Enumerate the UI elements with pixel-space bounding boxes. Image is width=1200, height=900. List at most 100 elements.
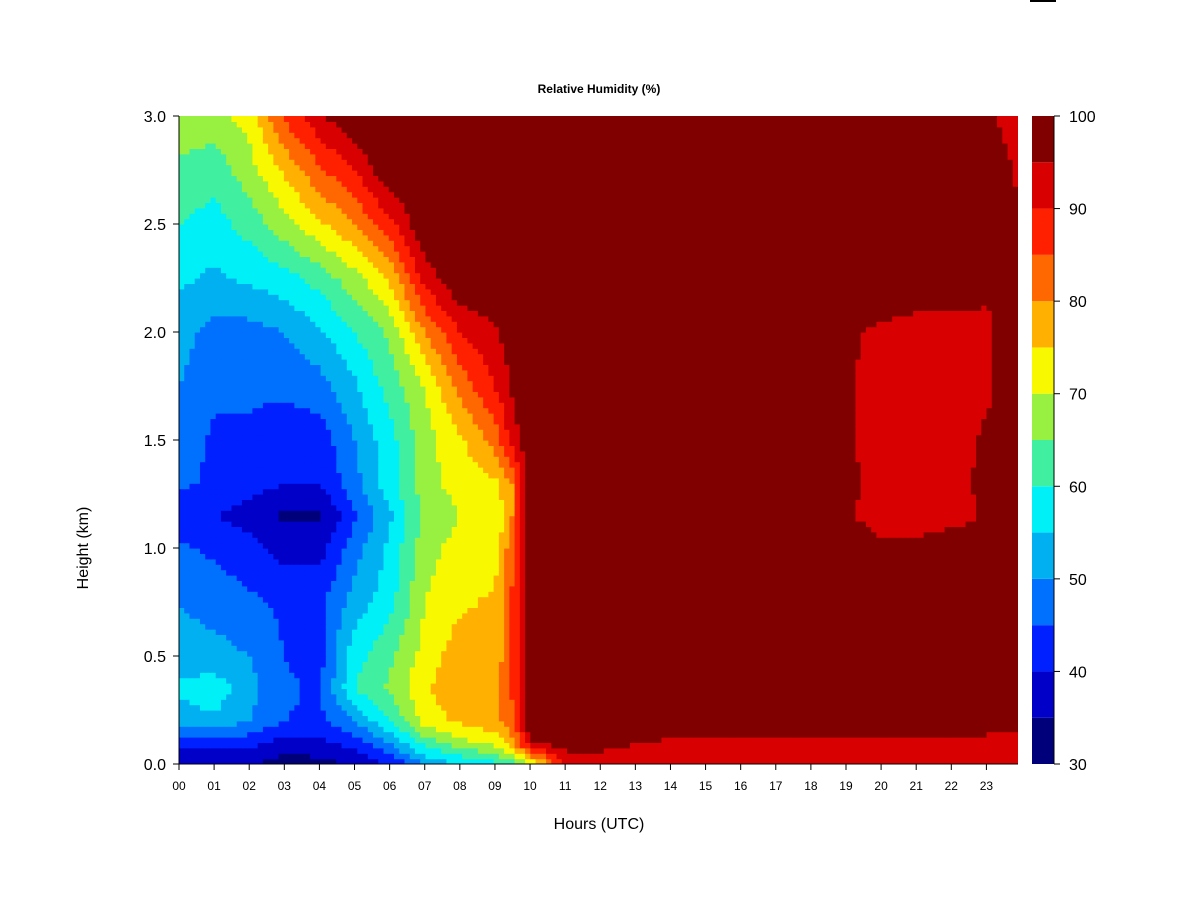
heatmap-cell bbox=[834, 661, 841, 668]
heatmap-cell bbox=[556, 758, 563, 764]
heatmap-cell bbox=[220, 591, 227, 598]
heatmap-cell bbox=[928, 656, 935, 662]
heatmap-cell bbox=[477, 634, 484, 641]
heatmap-cell bbox=[530, 699, 537, 706]
heatmap-cell bbox=[619, 753, 626, 760]
heatmap-cell bbox=[629, 672, 636, 679]
heatmap-cell bbox=[577, 661, 584, 668]
heatmap-cell bbox=[320, 656, 327, 662]
heatmap-cell bbox=[682, 753, 689, 760]
heatmap-cell bbox=[231, 645, 238, 652]
heatmap-cell bbox=[976, 645, 982, 652]
heatmap-cell bbox=[881, 677, 888, 684]
heatmap-cell bbox=[839, 607, 846, 614]
heatmap-cell bbox=[414, 683, 421, 689]
heatmap-cell bbox=[1007, 742, 1014, 749]
heatmap-cell bbox=[939, 656, 946, 662]
heatmap-cell bbox=[357, 634, 364, 641]
heatmap-cell bbox=[724, 726, 731, 733]
heatmap-cell bbox=[220, 634, 227, 641]
heatmap-cell bbox=[829, 596, 836, 603]
heatmap-cell bbox=[782, 629, 788, 635]
heatmap-cell bbox=[698, 742, 704, 749]
heatmap-cell bbox=[252, 731, 259, 738]
heatmap-cell bbox=[409, 726, 416, 733]
heatmap-cell bbox=[346, 747, 353, 754]
heatmap-cell bbox=[687, 758, 694, 764]
heatmap-cell bbox=[378, 629, 385, 635]
heatmap-cell bbox=[456, 758, 463, 764]
heatmap-cell bbox=[782, 677, 788, 684]
heatmap-cell bbox=[619, 704, 626, 711]
heatmap-cell bbox=[556, 639, 563, 646]
heatmap-cell bbox=[635, 645, 642, 652]
heatmap-cell bbox=[310, 618, 316, 625]
heatmap-cell bbox=[341, 710, 348, 716]
heatmap-cell bbox=[283, 596, 290, 603]
heatmap-cell bbox=[362, 753, 369, 760]
heatmap-cell bbox=[640, 650, 647, 657]
heatmap-cell bbox=[409, 688, 416, 695]
heatmap-cell bbox=[551, 742, 558, 749]
heatmap-cell bbox=[504, 731, 510, 738]
heatmap-cell bbox=[220, 699, 227, 706]
heatmap-cell bbox=[860, 683, 867, 689]
heatmap-cell bbox=[388, 737, 395, 743]
heatmap-cell bbox=[603, 656, 610, 662]
heatmap-cell bbox=[818, 618, 825, 625]
heatmap-cell bbox=[776, 607, 783, 614]
heatmap-cell bbox=[194, 639, 201, 646]
heatmap-cell bbox=[703, 726, 710, 733]
heatmap-cell bbox=[519, 742, 526, 749]
heatmap-cell bbox=[179, 612, 185, 619]
heatmap-cell bbox=[336, 742, 343, 749]
heatmap-cell bbox=[373, 710, 379, 716]
heatmap-cell bbox=[782, 693, 788, 700]
heatmap-cell bbox=[960, 753, 967, 760]
heatmap-cell bbox=[525, 634, 531, 641]
heatmap-cell bbox=[1007, 623, 1014, 630]
heatmap-cell bbox=[404, 737, 411, 743]
heatmap-cell bbox=[661, 666, 668, 673]
heatmap-cell bbox=[352, 656, 358, 662]
heatmap-cell bbox=[976, 688, 982, 695]
heatmap-cell bbox=[671, 742, 678, 749]
heatmap-cell bbox=[934, 753, 940, 760]
heatmap-cell bbox=[907, 683, 914, 689]
heatmap-cell bbox=[907, 715, 914, 722]
heatmap-cell bbox=[939, 602, 946, 608]
heatmap-cell bbox=[970, 677, 977, 684]
heatmap-cell bbox=[184, 602, 191, 608]
heatmap-cell bbox=[755, 704, 762, 711]
heatmap-cell bbox=[619, 639, 626, 646]
heatmap-cell bbox=[289, 758, 295, 764]
heatmap-cell bbox=[430, 650, 437, 657]
heatmap-cell bbox=[504, 677, 510, 684]
heatmap-cell bbox=[283, 758, 290, 764]
heatmap-cell bbox=[934, 666, 940, 673]
heatmap-cell bbox=[504, 602, 510, 608]
heatmap-cell bbox=[283, 753, 290, 760]
heatmap-cell bbox=[624, 602, 631, 608]
heatmap-cell bbox=[184, 753, 191, 760]
heatmap-cell bbox=[986, 688, 993, 695]
heatmap-cell bbox=[603, 602, 610, 608]
heatmap-cell bbox=[902, 661, 909, 668]
heatmap-cell bbox=[420, 742, 427, 749]
heatmap-cell bbox=[572, 612, 579, 619]
heatmap-cell bbox=[205, 666, 212, 673]
heatmap-cell bbox=[619, 710, 626, 716]
heatmap-cell bbox=[608, 747, 615, 754]
heatmap-cell bbox=[467, 623, 474, 630]
heatmap-cell bbox=[671, 726, 678, 733]
heatmap-cell bbox=[897, 737, 904, 743]
heatmap-cell bbox=[934, 742, 940, 749]
heatmap-cell bbox=[850, 666, 857, 673]
heatmap-cell bbox=[540, 623, 547, 630]
heatmap-cell bbox=[399, 634, 406, 641]
heatmap-cell bbox=[593, 704, 600, 711]
heatmap-cell bbox=[425, 672, 432, 679]
heatmap-cell bbox=[425, 602, 432, 608]
heatmap-cell bbox=[483, 704, 489, 711]
heatmap-cell bbox=[483, 699, 489, 706]
